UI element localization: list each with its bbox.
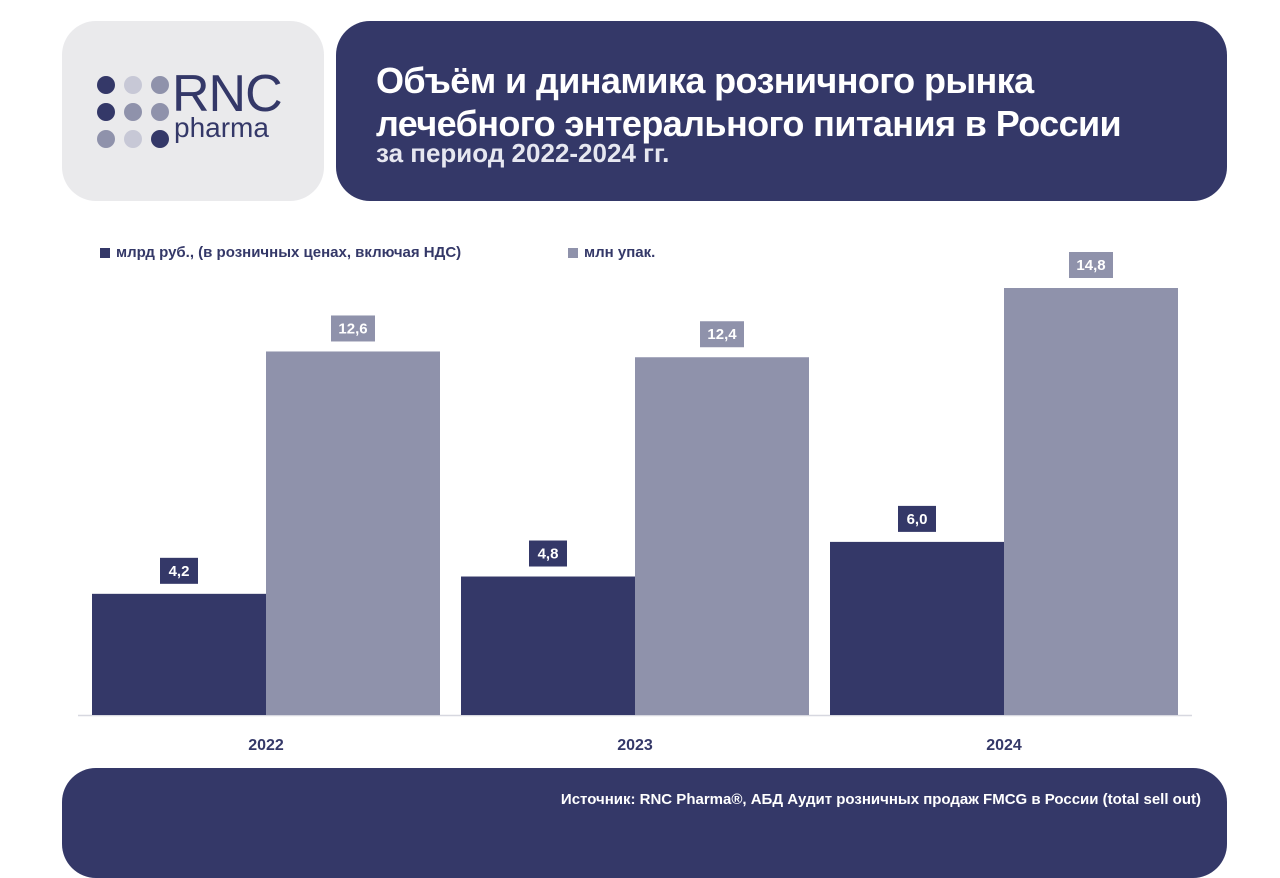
data-label-2024-series-1: 14,8 [1076,257,1105,274]
data-label-box-2023-series-0 [529,540,567,567]
logo: RNC pharma [172,65,283,143]
legend-label-packs: млн упак. [584,244,656,261]
logo-card: RNC pharma [62,21,324,201]
legend-swatch-rub [100,247,110,258]
data-label-box-2022-series-0 [160,557,198,584]
bar-chart: 4,2 12,6 2022 4,8 12,4 2023 6,0 14,8 2024 [78,252,1192,754]
logo-dot [151,130,169,148]
data-label-box-2022-series-1 [331,315,375,342]
footer: Источник: RNC Pharma®, АБД Аудит розничн… [62,768,1227,878]
legend-item-rub: млрд руб., (в розничных ценах, включая Н… [100,244,461,261]
page-title: Объём и динамика розничного рынка лечебн… [376,60,1122,144]
data-label-2022-series-0: 4,2 [169,563,190,580]
logo-dots-icon [97,76,169,148]
legend-label-rub: млрд руб., (в розничных ценах, включая Н… [116,244,462,261]
logo-name-bottom: pharma [174,112,269,143]
bar-2022-series-1 [266,351,440,715]
x-tick-label-2023: 2023 [617,737,653,754]
data-label-2022-series-1: 12,6 [338,320,367,337]
legend-swatch-packs [568,247,578,258]
page-subtitle: за период 2022-2024 гг. [376,138,670,168]
data-label-2024-series-0: 6,0 [907,511,928,528]
data-label-box-2023-series-1 [700,321,744,348]
bar-2023-series-0 [461,576,635,715]
logo-dot [151,103,169,121]
title-card: Объём и динамика розничного рынка лечебн… [336,21,1227,201]
logo-dot [124,103,142,121]
bar-2022-series-0 [92,593,266,715]
logo-dot [97,130,115,148]
bar-2024-series-0 [830,541,1004,715]
data-label-2023-series-1: 12,4 [707,326,737,343]
data-label-box-2024-series-1 [1069,252,1113,278]
data-label-box-2024-series-0 [898,505,936,532]
source-note: Источник: RNC Pharma®, АБД Аудит розничн… [560,791,1201,808]
logo-dot [151,76,169,94]
legend-item-packs: млн упак. [568,244,655,261]
logo-dot [97,103,115,121]
data-label-2023-series-0: 4,8 [538,546,559,563]
logo-dot [97,76,115,94]
logo-name-top: RNC [172,65,283,123]
bar-2023-series-1 [635,357,809,715]
logo-dot [124,76,142,94]
logo-dot [124,130,142,148]
x-tick-label-2022: 2022 [248,737,284,754]
bar-2024-series-1 [1004,288,1178,715]
x-tick-label-2024: 2024 [986,737,1022,754]
